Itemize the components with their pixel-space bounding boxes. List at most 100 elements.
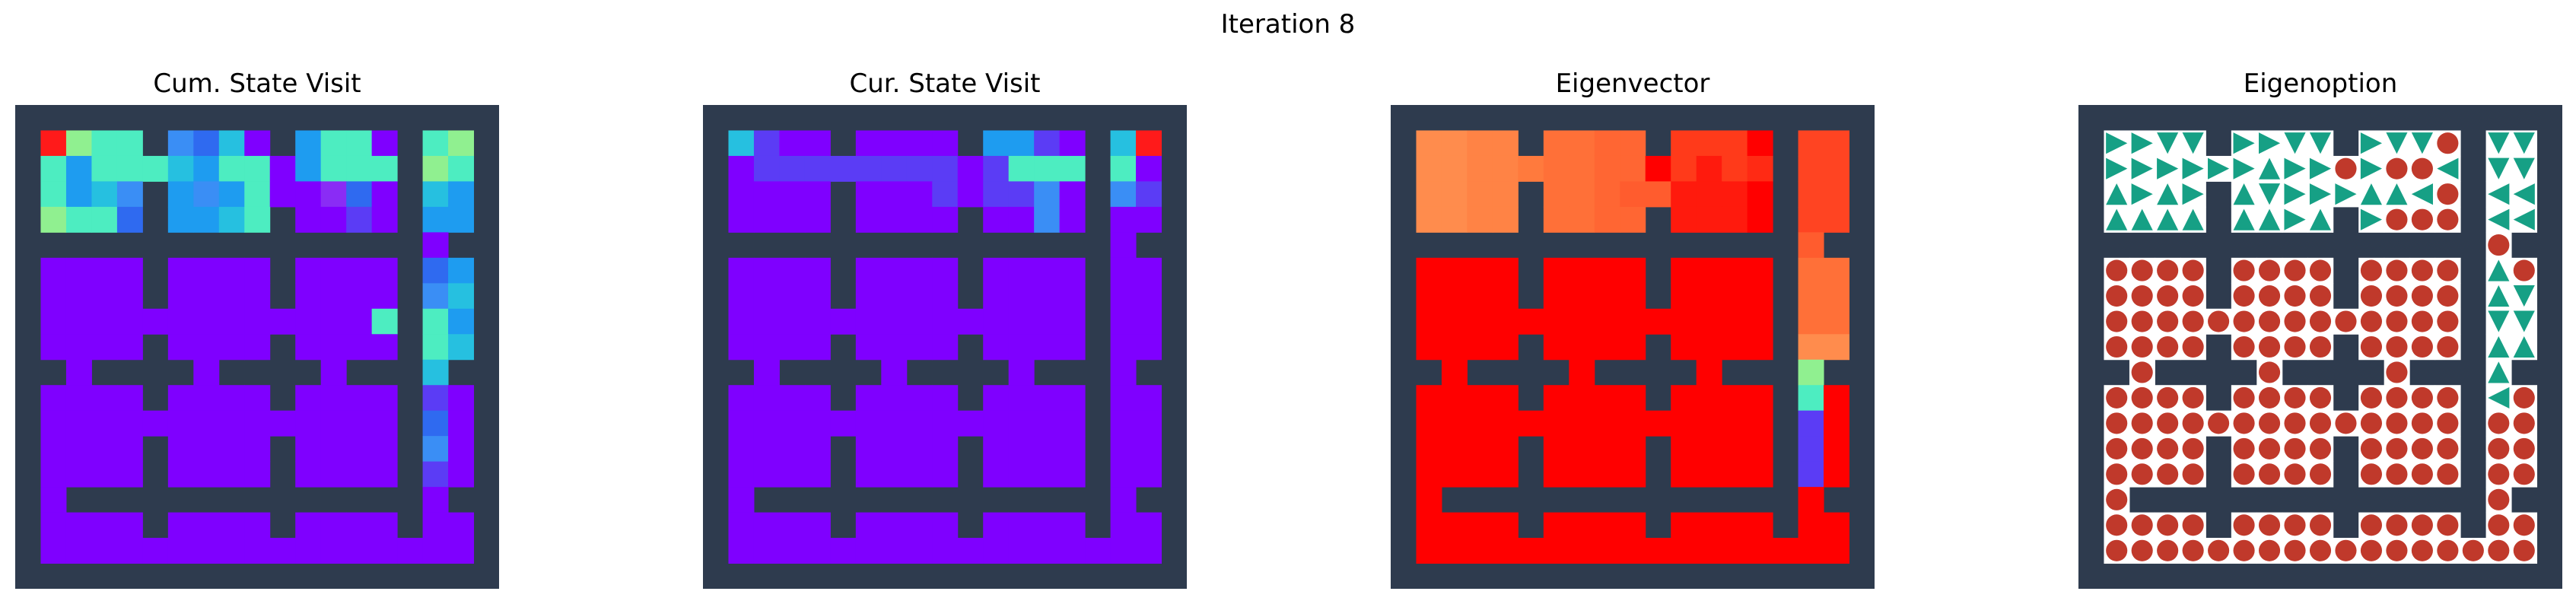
terminate-dot (2386, 208, 2408, 230)
heat-cell (1059, 410, 1086, 437)
heat-cell (448, 130, 475, 157)
heat-cell (830, 308, 857, 335)
heat-cell (1059, 308, 1086, 335)
policy-arrow (2157, 208, 2179, 230)
heat-cell (40, 206, 67, 233)
heat-cell (906, 283, 933, 310)
terminate-dot (2258, 259, 2281, 281)
heat-cell (1824, 257, 1850, 284)
heat-cell (1136, 257, 1162, 284)
heat-cell (855, 130, 882, 157)
heat-cell (1467, 410, 1493, 437)
heat-cell (957, 181, 984, 208)
heat-cell (40, 130, 67, 157)
heat-cell (371, 155, 398, 182)
terminate-dot (2411, 437, 2433, 459)
heat-cell (167, 538, 194, 564)
heat-cell (167, 512, 194, 539)
heat-cell (1467, 385, 1493, 412)
heat-cell (448, 283, 475, 310)
terminate-dot (2106, 259, 2128, 281)
heat-cell (804, 257, 831, 284)
heat-cell (932, 308, 959, 335)
heat-cell (244, 385, 271, 412)
heat-cell (1467, 436, 1493, 463)
heat-cell (830, 410, 857, 437)
heat-cell (957, 155, 984, 182)
heat-cell (193, 257, 220, 284)
heat-cell (1620, 512, 1646, 539)
policy-arrow (2284, 157, 2306, 180)
heat-cell (1110, 155, 1137, 182)
heat-cell (1569, 283, 1595, 310)
heat-cell (753, 385, 780, 412)
heat-cell (65, 283, 92, 310)
heat-cell (1059, 130, 1086, 157)
heat-cell (1467, 334, 1493, 361)
terminate-dot (2513, 514, 2535, 536)
heat-cell (1416, 487, 1442, 513)
terminate-dot (2258, 437, 2281, 459)
heat-cell (91, 461, 118, 488)
terminate-dot (2106, 412, 2128, 434)
heat-cell (957, 308, 984, 335)
heat-cell (1798, 130, 1824, 157)
heat-cell (371, 334, 398, 361)
heat-cell (1798, 206, 1824, 233)
terminate-dot (2488, 514, 2510, 536)
terminate-dot (2309, 539, 2332, 561)
heat-cell (1441, 385, 1468, 412)
heat-cell (983, 385, 1010, 412)
heat-cell (116, 436, 143, 463)
heat-cell (1569, 385, 1595, 412)
heat-cell (1620, 181, 1646, 208)
heat-cell (1671, 181, 1697, 208)
heat-cell (1467, 512, 1493, 539)
policy-arrow (2233, 208, 2255, 230)
heat-cell (40, 181, 67, 208)
policy-arrow (2157, 183, 2179, 205)
heat-cell (1110, 487, 1137, 513)
policy-arrow (2106, 157, 2128, 180)
heat-cell (1696, 206, 1722, 233)
heat-cell (1110, 512, 1137, 539)
heat-cell (167, 461, 194, 488)
terminate-dot (2309, 335, 2332, 358)
terminate-dot (2411, 412, 2433, 434)
heat-cell (320, 538, 347, 564)
heat-cell (422, 308, 449, 335)
heat-cell (116, 155, 143, 182)
policy-arrow (2360, 183, 2383, 205)
heat-cell (1671, 334, 1697, 361)
heat-cell (1416, 538, 1442, 564)
policy-arrow (2488, 208, 2510, 230)
terminate-dot (2157, 437, 2179, 459)
heat-cell (932, 410, 959, 437)
heat-cell (346, 257, 373, 284)
heat-cell (422, 538, 449, 564)
heat-cell (295, 283, 322, 310)
policy-arrow (2131, 157, 2153, 180)
heat-cell (906, 206, 933, 233)
heat-cell (244, 130, 271, 157)
heat-cell (983, 308, 1010, 335)
terminate-dot (2360, 539, 2383, 561)
heat-cell (1441, 308, 1468, 335)
terminate-dot (2233, 335, 2255, 358)
heat-cell (1467, 181, 1493, 208)
terminate-dot (2182, 310, 2204, 332)
heat-cell (881, 257, 908, 284)
heat-cell (1110, 232, 1137, 259)
heat-cell (1136, 181, 1162, 208)
heat-cell (1620, 334, 1646, 361)
heat-cell (371, 206, 398, 233)
heat-cell (1059, 385, 1086, 412)
heat-cell (881, 538, 908, 564)
heat-cell (1492, 436, 1519, 463)
heat-cell (1441, 155, 1468, 182)
heat-cell (1416, 334, 1442, 361)
heat-cell (422, 410, 449, 437)
heat-cell (1034, 130, 1061, 157)
heat-cell (753, 359, 780, 386)
terminate-dot (2488, 488, 2510, 510)
